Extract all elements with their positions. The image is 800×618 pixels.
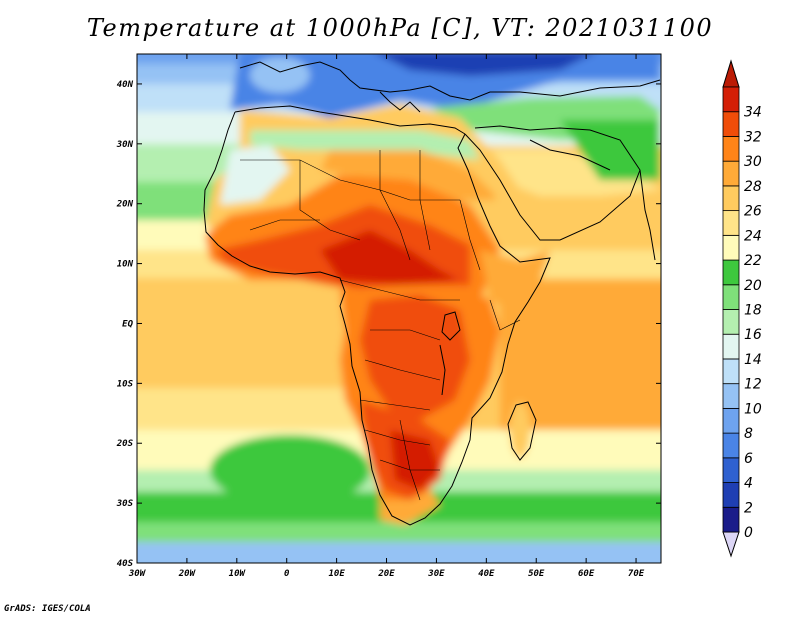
colorbar-segment <box>722 160 740 187</box>
colorbar-label: 32 <box>744 129 762 145</box>
lat-tick-label: 20S <box>116 439 134 449</box>
colorbar-segment <box>722 234 740 261</box>
colorbar-label: 28 <box>744 179 762 195</box>
colorbar-label: 26 <box>744 204 762 220</box>
country-borders <box>240 150 521 501</box>
colorbar-segment <box>722 309 740 335</box>
lat-tick-label: 40S <box>117 559 134 569</box>
map-title: Temperature at 1000hPa [C], VT: 20210311… <box>86 14 714 42</box>
colorbar-segment <box>722 482 740 508</box>
coastlines <box>203 61 661 526</box>
lat-tick-label: 30N <box>116 140 134 150</box>
colorbar-label: 6 <box>744 451 753 467</box>
temperature-field <box>137 54 661 563</box>
colorbar-label: 16 <box>744 327 762 343</box>
credit-label: GrADS: IGES/COLA <box>4 604 91 614</box>
colorbar-label: 14 <box>744 352 762 368</box>
lon-tick-label: 10W <box>229 569 247 579</box>
lon-tick-label: 20W <box>178 569 197 579</box>
colorbar-label: 20 <box>744 278 762 294</box>
colorbar-label: 0 <box>744 525 753 541</box>
lon-tick-label: 40E <box>478 569 495 579</box>
lon-tick-label: 30W <box>128 569 147 579</box>
lat-tick-label: 10N <box>117 260 134 270</box>
colorbar-label: 10 <box>744 401 762 417</box>
lat-tick-label: 20N <box>116 200 134 210</box>
colorbar-segment <box>722 383 740 409</box>
lat-tick-label: EQ <box>122 319 133 329</box>
lon-tick-label: 50E <box>528 569 545 579</box>
colorbar-segment <box>722 333 740 360</box>
colorbar-label: 22 <box>744 253 762 269</box>
lat-tick-label: 30S <box>116 499 134 509</box>
colorbar-segment <box>722 136 740 162</box>
colorbar-below-arrow <box>722 531 740 558</box>
colorbar-segment <box>722 457 740 483</box>
lon-tick-label: 30E <box>427 569 445 579</box>
latitude-ticks: 40N 30N 20N 10N EQ 10S 20S 30S 40S <box>116 80 661 569</box>
colorbar-segment <box>722 358 740 385</box>
colorbar-label: 4 <box>744 476 753 492</box>
lon-tick-label: 70E <box>628 569 645 579</box>
colorbar-segment <box>722 210 740 236</box>
lon-tick-label: 10E <box>328 569 345 579</box>
colorbar-label: 34 <box>744 105 762 121</box>
lon-tick-label: 20E <box>377 569 395 579</box>
colorbar-segment <box>722 86 740 113</box>
colorbar-segment <box>722 432 740 459</box>
colorbar-label: 12 <box>744 377 762 393</box>
colorbar-segment <box>722 407 740 434</box>
colorbar-segment <box>722 259 740 286</box>
plot-frame <box>136 53 662 564</box>
longitude-ticks: 30W 20W 10W 0 10E 20E 30E 40E 50E 60E 70E <box>128 54 645 579</box>
colorbar-segment <box>722 111 740 137</box>
colorbar-label: 2 <box>744 500 753 516</box>
colorbar-label: 8 <box>744 426 753 442</box>
colorbar-above-arrow <box>722 59 740 88</box>
colorbar-label: 18 <box>744 303 762 319</box>
colorbar-segment <box>722 284 740 310</box>
colorbar-segment <box>722 185 740 212</box>
colorbar-segment <box>722 506 740 533</box>
lon-tick-label: 0 <box>284 569 290 579</box>
colorbar-label: 24 <box>744 228 762 244</box>
lon-tick-label: 60E <box>578 569 595 579</box>
lat-tick-label: 10S <box>117 379 134 389</box>
lat-tick-label: 40N <box>117 80 134 90</box>
colorbar-label: 30 <box>744 154 762 170</box>
